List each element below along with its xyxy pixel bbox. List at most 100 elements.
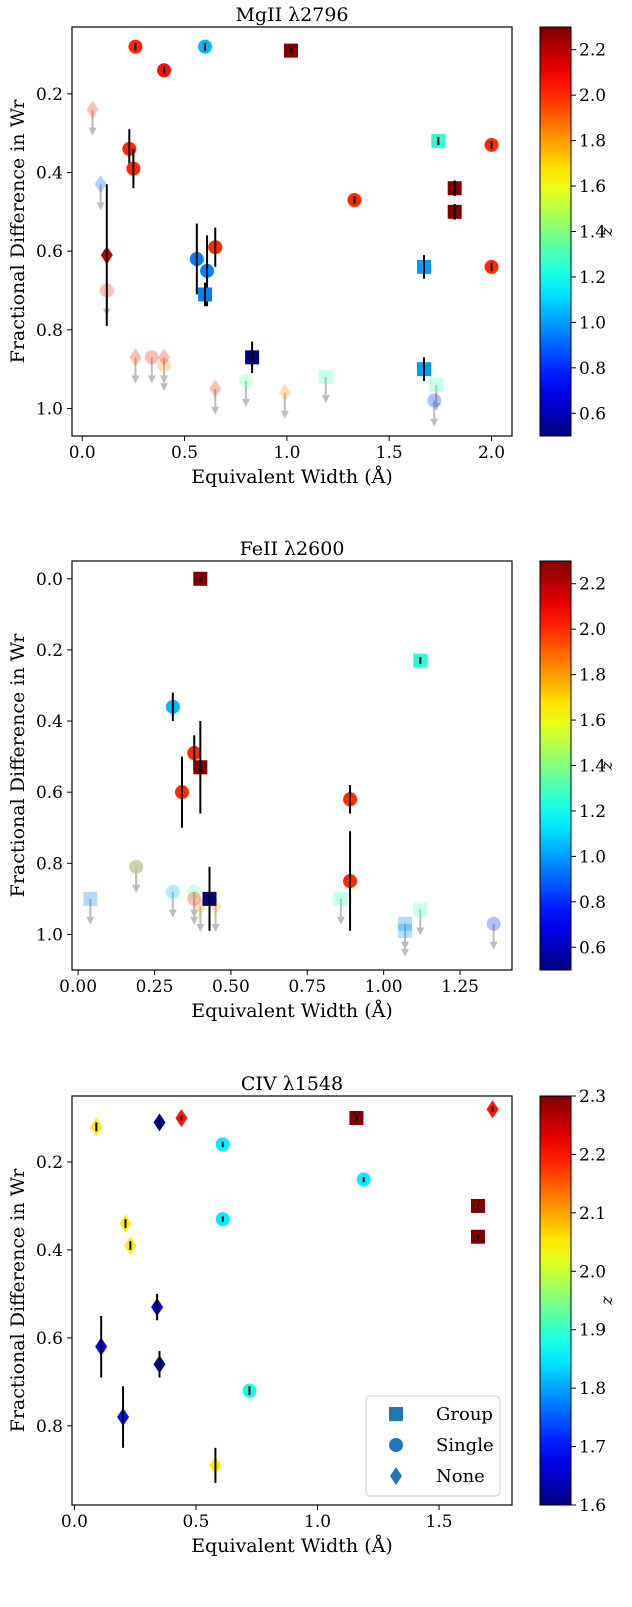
colorbar-tick-label: 2.3 [579, 1087, 606, 1107]
upper-limit-arrowhead [190, 916, 199, 925]
y-tick-label: 0.2 [36, 85, 63, 105]
upper-limit-arrowhead [321, 395, 330, 404]
colorbar-tick-label: 2.1 [579, 1204, 606, 1224]
colorbar [539, 560, 572, 971]
colorbar-tick-label: 2.2 [579, 575, 606, 595]
upper-limit-arrowhead [416, 927, 425, 936]
upper-limit-point [187, 891, 202, 906]
y-axis-label: Fractional Difference in Wr [7, 1168, 29, 1433]
upper-limit-arrowhead [132, 884, 141, 893]
upper-limit-arrowhead [88, 127, 97, 136]
colorbar [539, 1095, 572, 1506]
upper-limit-arrowhead [196, 923, 205, 932]
panel-title: MgII λ2796 [235, 4, 348, 26]
upper-limit-point [238, 373, 253, 388]
x-tick-label: 0.75 [288, 977, 326, 997]
legend-marker-square [389, 1407, 403, 1421]
y-tick-label: 0.6 [36, 783, 63, 803]
upper-limit-point [209, 379, 222, 398]
x-tick-label: 0.0 [61, 1512, 88, 1532]
upper-limit-arrowhead [86, 916, 95, 925]
colorbar-tick-label: 1.8 [579, 666, 606, 686]
legend-marker-circle [389, 1438, 403, 1452]
colorbar-tick-label: 0.6 [579, 938, 606, 958]
y-tick-label: 0.4 [36, 1241, 63, 1261]
y-tick-label: 0.8 [36, 854, 63, 874]
x-tick-label: 1.0 [273, 443, 300, 463]
colorbar-tick-label: 1.4 [579, 757, 606, 777]
colorbar-tick-label: 1.2 [579, 802, 606, 822]
upper-limit-point [86, 100, 99, 119]
x-axis-label: Equivalent Width (Å) [191, 466, 393, 488]
legend-marker-diamond [390, 1467, 402, 1485]
y-tick-label: 0.8 [36, 1417, 63, 1437]
y-tick-label: 0.6 [36, 242, 63, 262]
upper-limit-arrowhead [147, 375, 156, 384]
axes-frame [71, 560, 513, 971]
upper-limit-arrowhead [280, 410, 289, 419]
colorbar-tick-label: 0.6 [579, 404, 606, 424]
colorbar-tick-label: 1.8 [579, 1379, 606, 1399]
panel-2: FeII λ2600 0.00 0.25 0.50 0.75 1.00 1.25 0.0 0.2… [7, 538, 616, 1022]
upper-limit-point [187, 884, 202, 899]
legend-label: Group [436, 1404, 493, 1425]
y-tick-label: 0.2 [36, 641, 63, 661]
x-tick-label: 0.00 [59, 977, 97, 997]
x-tick-label: 1.25 [441, 977, 479, 997]
colorbar-tick-label: 2.2 [579, 41, 606, 61]
upper-limit-point [429, 377, 444, 392]
upper-limit-arrowhead [430, 418, 439, 427]
x-tick-label: 1.5 [426, 1512, 453, 1532]
colorbar-tick-label: 2.2 [579, 1145, 606, 1165]
colorbar-tick-label: 1.0 [579, 313, 606, 333]
upper-limit-arrowhead [489, 941, 498, 950]
x-tick-label: 0.0 [69, 443, 96, 463]
upper-limit-arrowhead [168, 909, 177, 918]
x-tick-label: 0.50 [212, 977, 250, 997]
upper-limit-arrowhead [211, 406, 220, 415]
upper-limit-point [144, 350, 159, 365]
x-axis-label: Equivalent Width (Å) [191, 1535, 393, 1557]
axes-frame [71, 1095, 513, 1506]
panel-1: MgII λ2796 0.0 0.5 1.0 1.5 2.0 0.2 0.4 0.6 0.8 1.0… [7, 4, 616, 488]
upper-limit-point [398, 916, 413, 931]
x-axis-label: Equivalent Width (Å) [191, 1000, 393, 1022]
y-tick-label: 0.2 [36, 1153, 63, 1173]
y-tick-label: 0.4 [36, 712, 63, 732]
upper-limit-arrowhead [211, 923, 220, 932]
upper-limit-arrowhead [160, 375, 169, 384]
upper-limit-arrowhead [160, 383, 169, 392]
colorbar-tick-label: 0.8 [579, 359, 606, 379]
y-tick-label: 0.4 [36, 164, 63, 184]
legend: Group Single None [365, 1395, 501, 1497]
colorbar-label: z [597, 227, 616, 237]
x-tick-label: 1.00 [365, 977, 403, 997]
panel-title: FeII λ2600 [240, 538, 345, 560]
panel-3: CIV λ1548 0.0 0.5 1.0 1.5 0.2 0.4 0.6 0.8 Equival… [7, 1073, 616, 1557]
upper-limit-point [413, 902, 428, 917]
colorbar-tick-label: 1.6 [579, 711, 606, 731]
colorbar-tick-label: 1.6 [579, 177, 606, 197]
x-tick-label: 2.0 [478, 443, 505, 463]
upper-limit-arrowhead [401, 948, 410, 957]
colorbar-tick-label: 1.0 [579, 847, 606, 867]
upper-limit-point [129, 348, 142, 367]
legend-label: None [436, 1466, 485, 1487]
upper-limit-arrowhead [241, 398, 250, 407]
x-tick-label: 0.5 [182, 1512, 209, 1532]
colorbar-tick-label: 1.6 [579, 1496, 606, 1516]
y-tick-label: 1.0 [36, 399, 63, 419]
upper-limit-arrowhead [96, 202, 105, 211]
upper-limit-point [83, 891, 98, 906]
colorbar-label: z [597, 1296, 616, 1306]
x-tick-label: 1.5 [376, 443, 403, 463]
x-tick-label: 0.25 [136, 977, 174, 997]
colorbar-tick-label: 2.0 [579, 620, 606, 640]
upper-limit-point [318, 370, 333, 385]
y-axis-label: Fractional Difference in Wr [7, 633, 29, 898]
colorbar-label: z [597, 761, 616, 771]
upper-limit-point [427, 393, 442, 408]
upper-limit-point [129, 859, 144, 874]
y-tick-label: 1.0 [36, 925, 63, 945]
